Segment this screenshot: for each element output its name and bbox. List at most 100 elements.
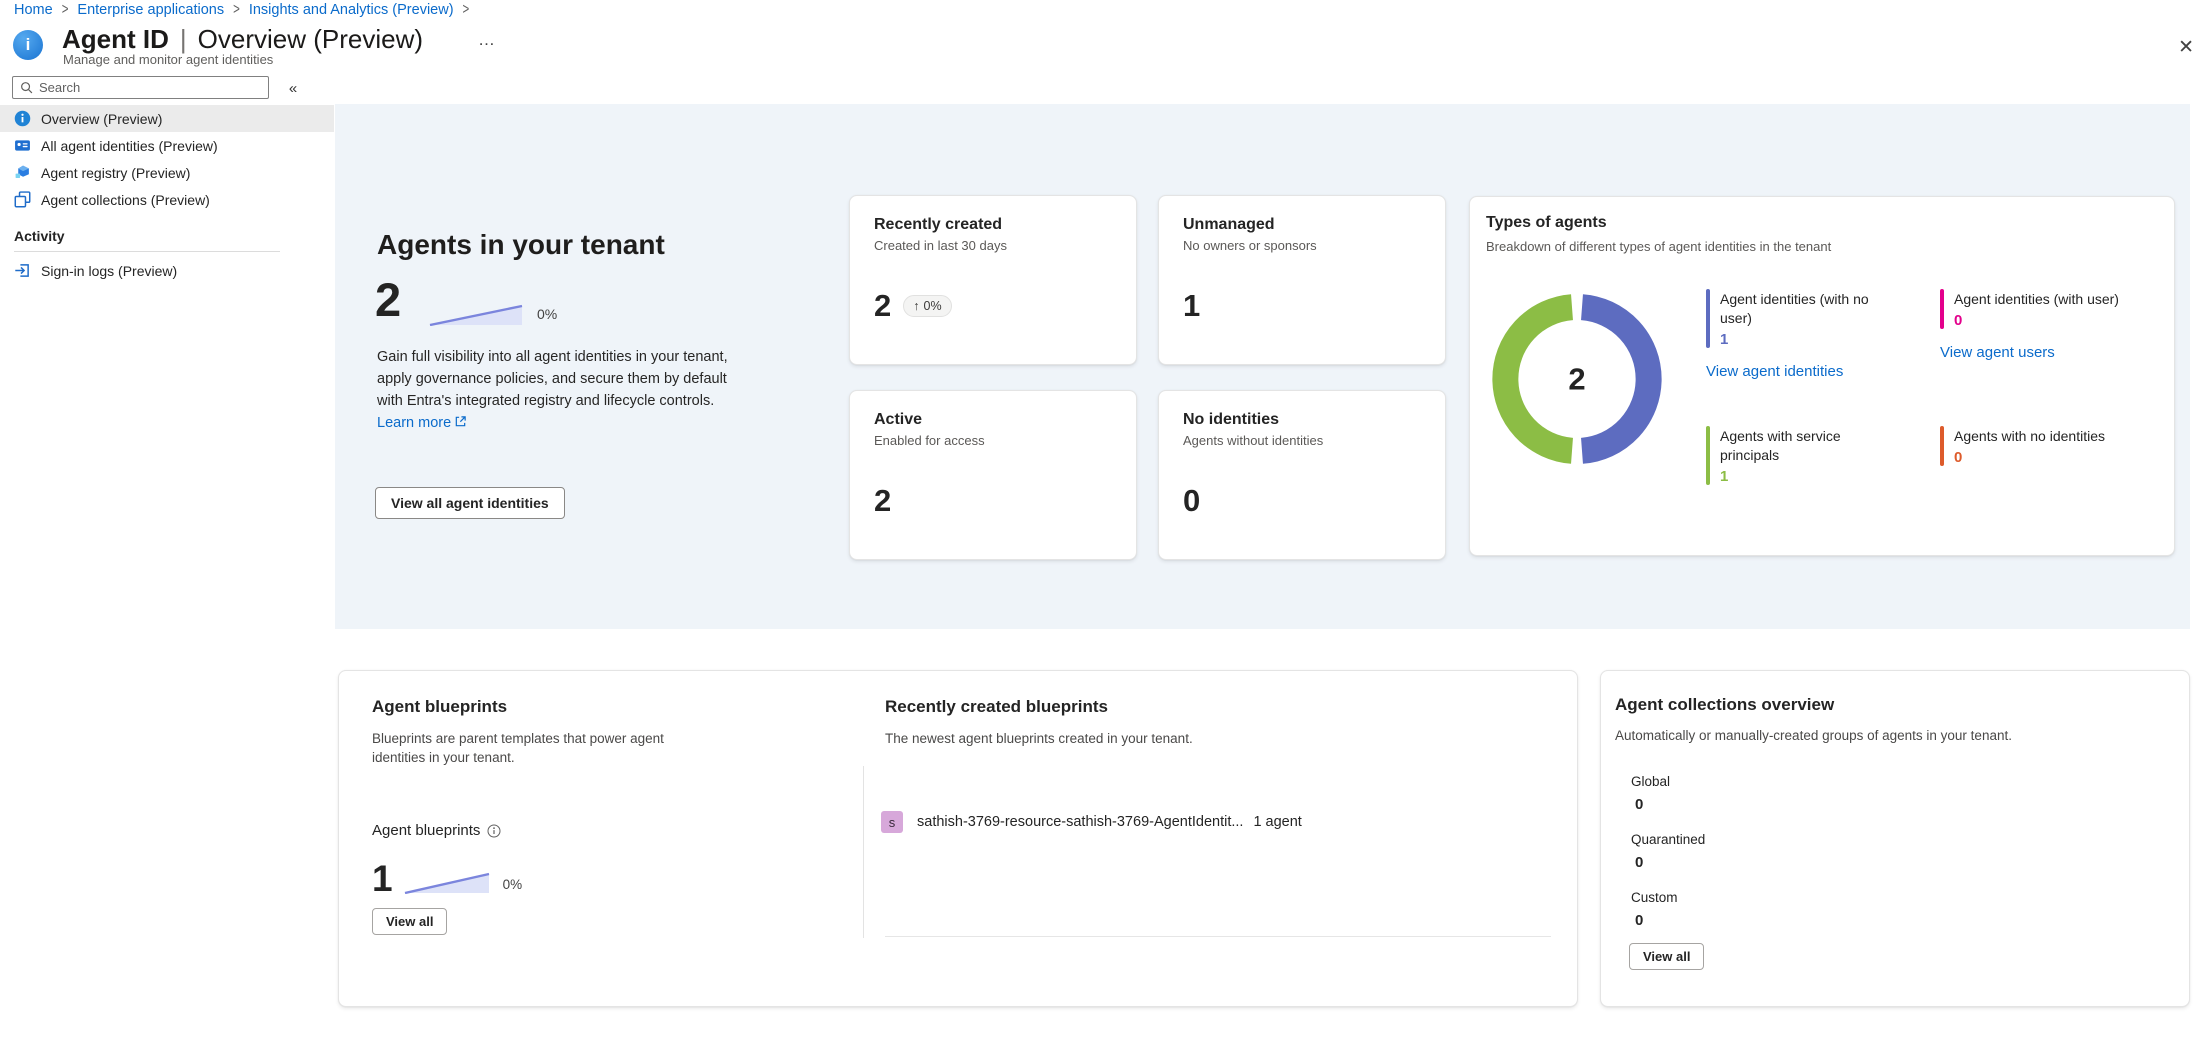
stat-card-recently-created: Recently created Created in last 30 days…: [849, 195, 1137, 365]
donut-legend: Agent identities (with no user) 1 View a…: [1706, 289, 2180, 485]
legend-item-identities-no-user: Agent identities (with no user) 1: [1706, 289, 1940, 348]
blueprints-sparkline: [404, 872, 489, 894]
page-title-section: Overview (Preview): [197, 24, 424, 54]
legend-color-bar: [1706, 289, 1710, 348]
chevron-right-icon: >: [61, 1, 69, 19]
view-all-agent-identities-button[interactable]: View all agent identities: [375, 487, 565, 519]
sidebar-search[interactable]: [12, 76, 269, 99]
blueprints-description: Blueprints are parent templates that pow…: [372, 731, 664, 765]
search-icon: [21, 82, 33, 94]
search-input[interactable]: [39, 80, 239, 95]
legend-cell: Agents with service principals 1: [1706, 426, 1940, 485]
breadcrumb-enterprise-applications[interactable]: Enterprise applications: [77, 2, 225, 18]
stat-card-subtitle: Created in last 30 days: [874, 238, 1007, 253]
legend-value: 1: [1720, 468, 1729, 485]
types-card-subtitle: Breakdown of different types of agent id…: [1486, 239, 1832, 254]
more-options-icon[interactable]: …: [478, 30, 496, 49]
agent-id-app-icon: i: [13, 30, 43, 60]
blueprints-count: 1: [372, 858, 393, 899]
sidebar-item-agent-registry[interactable]: Agent registry (Preview): [0, 159, 334, 186]
breadcrumb: Home > Enterprise applications > Insight…: [14, 1, 470, 19]
blueprints-trend: 0%: [502, 877, 523, 892]
chevron-right-icon: >: [462, 1, 470, 19]
breadcrumb-home[interactable]: Home: [14, 2, 53, 18]
collections-view-all-button[interactable]: View all: [1629, 943, 1705, 970]
stat-card-no-identities: No identities Agents without identities …: [1158, 390, 1446, 560]
external-link-icon: [455, 416, 466, 427]
legend-cell: Agents with no identities 0: [1940, 426, 2180, 485]
hero-agent-count: 2: [375, 273, 402, 326]
page-title: Agent ID | Overview (Preview): [62, 22, 423, 56]
stat-card-value: 2: [874, 288, 892, 323]
stat-card-title: Recently created: [874, 216, 1003, 233]
chevron-right-icon: >: [233, 1, 240, 19]
stat-card-active: Active Enabled for access 2: [849, 390, 1137, 560]
sign-in-icon: [15, 264, 29, 277]
sidebar-item-label: Overview (Preview): [41, 110, 163, 127]
legend-color-bar: [1706, 426, 1710, 485]
legend-label: Agents with no identities: [1954, 428, 2105, 444]
legend-color-bar: [1940, 426, 1944, 466]
collections-row-label: Quarantined: [1631, 832, 1706, 847]
hero-description-text: Gain full visibility into all agent iden…: [377, 349, 728, 409]
stat-card-title: No identities: [1183, 411, 1280, 428]
legend-item-no-identities: Agents with no identities 0: [1940, 426, 2180, 466]
blueprints-view-all-button[interactable]: View all: [372, 908, 448, 935]
stat-card-title: Active: [874, 411, 923, 428]
view-agent-users-link[interactable]: View agent users: [1940, 344, 2055, 361]
legend-label: Agent identities (with no user): [1720, 291, 1869, 326]
recent-blueprints-subtitle: The newest agent blueprints created in y…: [885, 731, 1193, 746]
list-divider: [885, 936, 1551, 937]
legend-label: Agent identities (with user): [1954, 291, 2119, 307]
sidebar-item-label: Agent collections (Preview): [41, 191, 210, 208]
blueprint-list-item[interactable]: s sathish-3769-resource-sathish-3769-Age…: [881, 811, 1302, 833]
stat-card-value: 2: [874, 483, 892, 518]
hero-title: Agents in your tenant: [377, 229, 665, 260]
vertical-divider: [863, 766, 864, 938]
blueprints-stat-label: Agent blueprints: [372, 822, 481, 839]
close-icon[interactable]: ✕: [2178, 37, 2194, 58]
page-description: Manage and monitor agent identities: [63, 52, 274, 67]
legend-value: 0: [1954, 312, 1963, 329]
collections-row-value: 0: [1635, 854, 1644, 871]
legend-label: Agents with service principals: [1720, 428, 1841, 463]
registry-cube-icon: [15, 165, 29, 179]
sidebar-item-label: All agent identities (Preview): [41, 137, 218, 154]
stat-card-unmanaged: Unmanaged No owners or sponsors 1: [1158, 195, 1446, 365]
legend-cell: Agent identities (with user) 0 View agen…: [1940, 289, 2180, 426]
sidebar-item-overview[interactable]: Overview (Preview): [0, 105, 334, 132]
legend-cell: Agent identities (with no user) 1 View a…: [1706, 289, 1940, 426]
donut-total-label: 2: [1568, 362, 1585, 397]
collections-row-value: 0: [1635, 912, 1644, 929]
avatar: s: [881, 811, 903, 833]
sidebar-divider: [14, 251, 280, 252]
types-of-agents-card: Types of agents Breakdown of different t…: [1469, 196, 2175, 556]
collections-subtitle: Automatically or manually-created groups…: [1615, 728, 2012, 743]
recent-blueprints-title: Recently created blueprints: [885, 697, 1108, 716]
info-icon: [14, 110, 31, 127]
trend-badge: ↑ 0%: [903, 295, 952, 317]
blueprints-title: Agent blueprints: [372, 697, 508, 716]
id-card-icon: [15, 140, 30, 151]
legend-value: 1: [1720, 331, 1729, 348]
collections-row-label: Global: [1631, 774, 1671, 789]
sidebar-item-all-agent-identities[interactable]: All agent identities (Preview): [0, 132, 334, 159]
info-tooltip-icon[interactable]: [487, 824, 501, 838]
sidebar-item-sign-in-logs[interactable]: Sign-in logs (Preview): [0, 257, 334, 284]
view-agent-identities-link[interactable]: View agent identities: [1706, 363, 1844, 380]
legend-item-service-principals: Agents with service principals 1: [1706, 426, 1940, 485]
sidebar-item-agent-collections[interactable]: Agent collections (Preview): [0, 186, 334, 213]
sidebar-nav: Overview (Preview) All agent identities …: [0, 105, 334, 284]
breadcrumb-insights-analytics[interactable]: Insights and Analytics (Preview): [248, 2, 454, 18]
types-card-title: Types of agents: [1486, 214, 1607, 231]
stat-card-subtitle: No owners or sponsors: [1183, 238, 1317, 253]
legend-item-identities-with-user: Agent identities (with user) 0: [1940, 289, 2180, 329]
sidebar-collapse-button[interactable]: «: [288, 79, 298, 97]
agent-types-donut-chart: 2: [1492, 294, 1662, 464]
stat-card-value: 0: [1183, 483, 1201, 518]
sidebar-item-label: Agent registry (Preview): [41, 164, 191, 181]
blueprint-agent-count: 1 agent: [1253, 814, 1302, 830]
learn-more-link[interactable]: Learn more: [377, 415, 452, 431]
collections-row-value: 0: [1635, 796, 1644, 813]
